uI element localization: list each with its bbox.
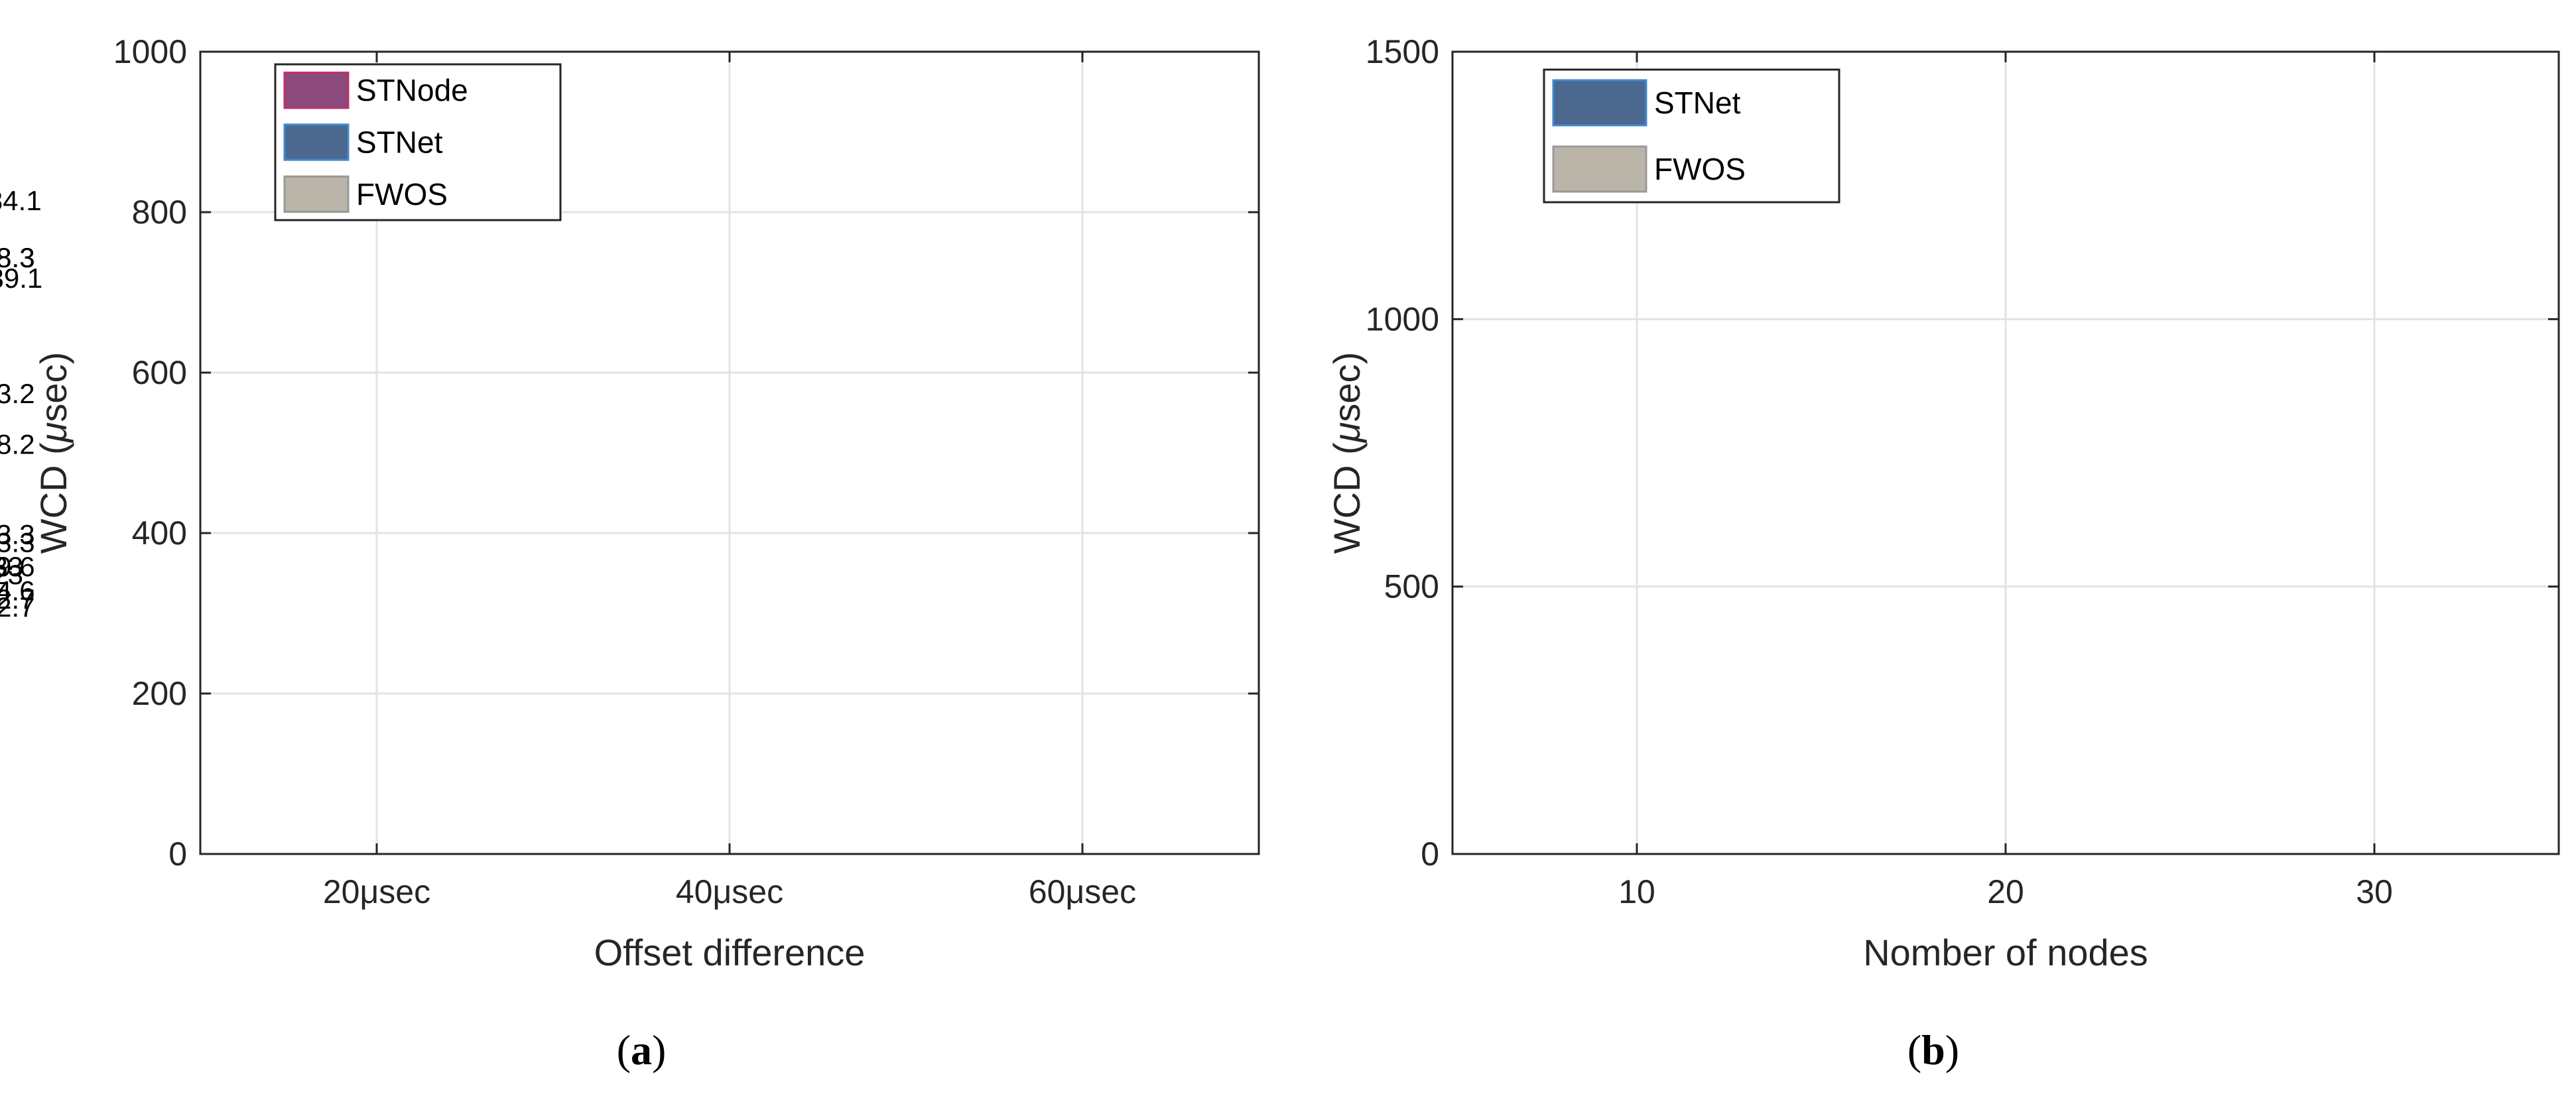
x-axis-title: Nomber of nodes xyxy=(1863,932,2148,973)
legend-swatch-fwos xyxy=(1552,145,1647,193)
data-label: 728.2 xyxy=(0,429,35,460)
legend-label-stnet: STNet xyxy=(1654,86,1741,120)
legend-label-stnet: STNet xyxy=(356,125,443,160)
data-label: 823.2 xyxy=(0,378,35,409)
x-tick-label: 60μsec xyxy=(1029,873,1136,910)
x-tick-unit: μsec xyxy=(713,873,784,910)
data-label: 454.6 xyxy=(0,575,35,606)
legend-swatch-stnet xyxy=(1552,79,1647,127)
y-axis-title-prefix: WCD ( xyxy=(32,442,74,554)
x-tick-value: 10 xyxy=(1618,873,1655,910)
data-label: 292.7 xyxy=(0,583,35,615)
legend-swatch-stnet xyxy=(283,123,350,161)
x-tick-value: 20 xyxy=(1987,873,2024,910)
data-label: 363.3 xyxy=(0,526,35,558)
x-tick-label: 40μsec xyxy=(676,873,783,910)
data-label: 718.3 xyxy=(0,242,35,273)
x-tick-unit: μsec xyxy=(1066,873,1137,910)
data-label: 718.3 xyxy=(0,242,35,273)
panel-label-letter: a xyxy=(631,1026,652,1073)
y-tick-label: 0 xyxy=(1421,835,1439,873)
legend-swatch-stnode xyxy=(283,72,350,109)
data-label: 499.6 xyxy=(0,551,35,582)
x-tick-label: 10 xyxy=(1618,873,1655,910)
legend-swatch-fwos xyxy=(283,175,350,213)
data-label: 1039.1 xyxy=(0,263,42,294)
y-axis-title: WCD (μsec) xyxy=(32,352,74,554)
data-label: 333 xyxy=(0,551,23,582)
y-tick-label: 0 xyxy=(168,835,187,873)
data-label: 282.7 xyxy=(0,591,35,623)
y-tick-label: 1500 xyxy=(1366,33,1439,70)
data-label: 323 xyxy=(0,559,23,590)
y-axis-title-prefix: WCD ( xyxy=(1326,442,1368,554)
y-tick-label: 1000 xyxy=(1366,300,1439,337)
legend-label-fwos: FWOS xyxy=(356,177,448,212)
x-tick-value: 30 xyxy=(2356,873,2393,910)
data-label: 718.3 xyxy=(0,242,35,273)
y-tick-label: 500 xyxy=(1384,568,1439,605)
x-axis-title: Offset difference xyxy=(594,932,866,973)
panel-label-open: ( xyxy=(617,1026,631,1073)
chart-b: 499.6 823.2 1184.1 454.6 728.2 1039.1 0 500 1000… xyxy=(0,33,2560,1073)
legend-label-stnode: STNode xyxy=(356,73,468,107)
y-tick-label: 200 xyxy=(132,675,187,712)
y-axis-title-suffix: sec) xyxy=(32,352,74,422)
panel-label: (b) xyxy=(1907,1026,1959,1073)
y-axis-title-unit: μ xyxy=(32,422,74,444)
y-tick-label: 600 xyxy=(132,354,187,391)
panel-label-close: ) xyxy=(1945,1026,1959,1073)
x-tick-label: 30 xyxy=(2356,873,2393,910)
y-axis-title-unit: μ xyxy=(1326,422,1368,444)
data-label: 1184.1 xyxy=(0,185,42,216)
y-tick-label: 800 xyxy=(132,194,187,231)
y-axis-title: WCD (μsec) xyxy=(1326,352,1368,554)
panel-label-close: ) xyxy=(652,1026,666,1073)
x-tick-unit: μsec xyxy=(360,873,431,910)
y-tick-label: 400 xyxy=(132,515,187,552)
x-tick-value: 20 xyxy=(323,873,360,910)
data-label: 373.3 xyxy=(0,518,35,550)
legend-label-fwos: FWOS xyxy=(1654,152,1746,186)
panel-label-open: ( xyxy=(1907,1026,1921,1073)
panel-label-letter: b xyxy=(1921,1026,1945,1073)
chart-a: 718.3718.3718.3292.7333373.3282.7323363.… xyxy=(0,33,1260,1073)
y-tick-label: 1000 xyxy=(113,33,187,70)
x-tick-label: 20μsec xyxy=(323,873,430,910)
y-axis-title-suffix: sec) xyxy=(1326,352,1368,422)
x-tick-value: 60 xyxy=(1029,873,1066,910)
x-tick-value: 40 xyxy=(676,873,713,910)
panel-label: (a) xyxy=(617,1026,667,1073)
x-tick-label: 20 xyxy=(1987,873,2024,910)
